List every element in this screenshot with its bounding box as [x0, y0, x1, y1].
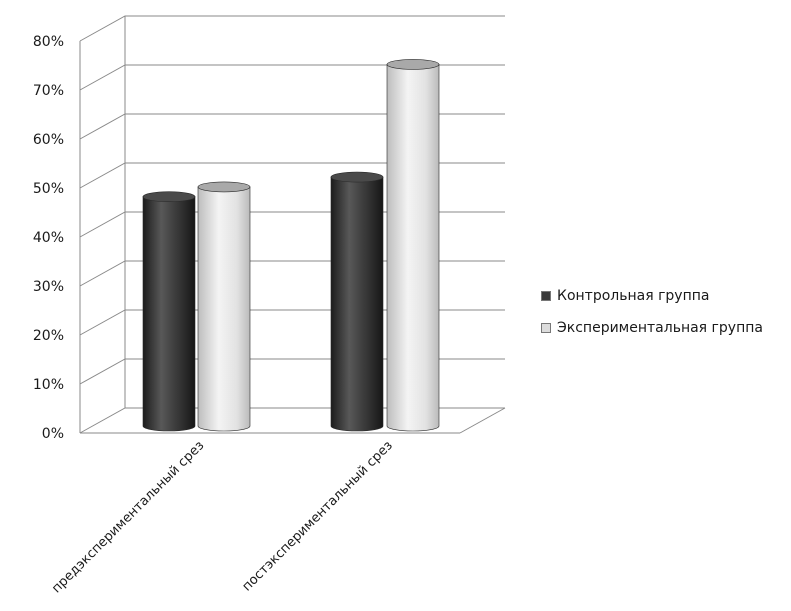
x-category-label: постэкспериментальный срез	[240, 438, 396, 594]
axes	[79, 16, 506, 434]
legend: Контрольная группа Экспериментальная гру…	[541, 286, 763, 350]
bar-control	[330, 171, 384, 432]
gridline	[79, 162, 505, 189]
legend-item-control: Контрольная группа	[541, 286, 763, 306]
bars	[142, 59, 440, 432]
legend-label-experimental: Экспериментальная группа	[557, 320, 763, 336]
bar-experimental	[386, 59, 440, 432]
y-tick-label: 60%	[33, 132, 64, 148]
y-tick-label: 50%	[33, 181, 64, 197]
bar-experimental	[197, 181, 251, 432]
y-tick-label: 20%	[33, 328, 64, 344]
legend-label-control: Контрольная группа	[557, 288, 710, 304]
gridline	[79, 64, 505, 91]
y-tick-label: 40%	[33, 230, 64, 246]
y-tick-label: 70%	[33, 83, 64, 99]
legend-swatch-control	[541, 291, 551, 301]
legend-swatch-experimental	[541, 323, 551, 333]
y-tick-label: 80%	[33, 34, 64, 50]
gridline	[79, 113, 505, 140]
bar-control	[142, 191, 196, 432]
y-tick-label: 30%	[33, 279, 64, 295]
gridline	[79, 15, 505, 42]
x-category-label: предэкспериментальный срез	[49, 438, 207, 596]
y-axis-tick-labels: 0% 10% 20% 30% 40% 50% 60% 70% 80%	[33, 34, 64, 442]
y-tick-label: 0%	[42, 426, 64, 442]
legend-item-experimental: Экспериментальная группа	[541, 318, 763, 338]
x-axis-category-labels: предэкспериментальный срез постэксперимен…	[49, 438, 396, 596]
y-tick-label: 10%	[33, 377, 64, 393]
floor-right-edge	[459, 407, 506, 434]
